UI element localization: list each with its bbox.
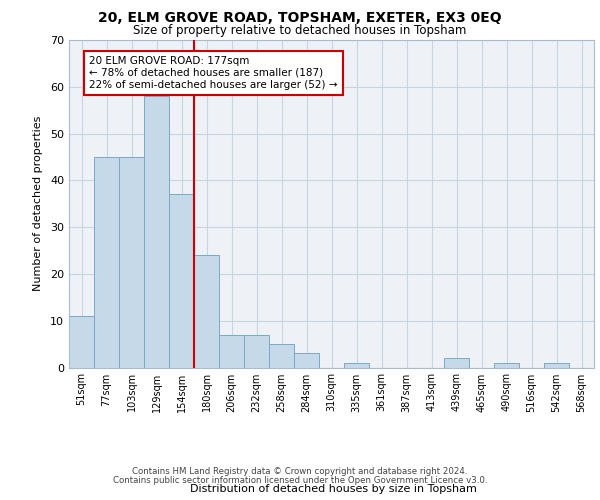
Bar: [269, 344, 294, 368]
Text: Size of property relative to detached houses in Topsham: Size of property relative to detached ho…: [133, 24, 467, 37]
Bar: [144, 96, 169, 367]
Bar: [69, 316, 94, 368]
Text: Contains public sector information licensed under the Open Government Licence v3: Contains public sector information licen…: [113, 476, 487, 485]
Bar: [194, 255, 219, 368]
Bar: [494, 363, 519, 368]
Text: Distribution of detached houses by size in Topsham: Distribution of detached houses by size …: [190, 484, 476, 494]
Text: 20, ELM GROVE ROAD, TOPSHAM, EXETER, EX3 0EQ: 20, ELM GROVE ROAD, TOPSHAM, EXETER, EX3…: [98, 12, 502, 26]
Bar: [244, 335, 269, 368]
Bar: [294, 354, 319, 368]
Text: 20 ELM GROVE ROAD: 177sqm
← 78% of detached houses are smaller (187)
22% of semi: 20 ELM GROVE ROAD: 177sqm ← 78% of detac…: [89, 56, 337, 90]
Bar: [544, 363, 569, 368]
Bar: [344, 363, 369, 368]
Bar: [119, 157, 144, 368]
Bar: [444, 358, 469, 368]
Bar: [219, 335, 244, 368]
Bar: [94, 157, 119, 368]
Text: Contains HM Land Registry data © Crown copyright and database right 2024.: Contains HM Land Registry data © Crown c…: [132, 467, 468, 476]
Y-axis label: Number of detached properties: Number of detached properties: [33, 116, 43, 292]
Bar: [169, 194, 194, 368]
